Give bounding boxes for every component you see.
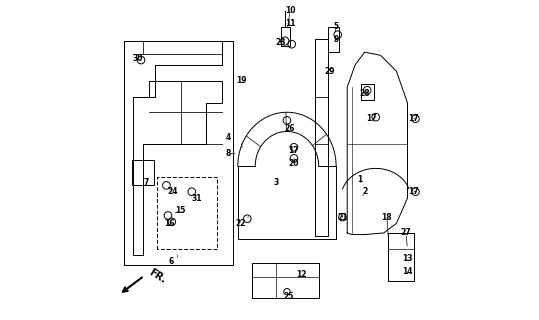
- Text: 23: 23: [275, 38, 286, 47]
- Text: 19: 19: [236, 76, 246, 85]
- Text: 18: 18: [382, 212, 392, 222]
- Text: 2: 2: [362, 187, 367, 196]
- Text: 17: 17: [409, 187, 419, 196]
- Text: 6: 6: [169, 257, 174, 266]
- Text: 5: 5: [334, 22, 338, 31]
- Text: 24: 24: [168, 187, 178, 196]
- Text: 1: 1: [357, 174, 363, 184]
- Text: 11: 11: [285, 19, 295, 28]
- Text: 25: 25: [284, 292, 294, 301]
- Text: 28: 28: [360, 89, 370, 98]
- Text: 20: 20: [288, 159, 299, 168]
- Text: 22: 22: [236, 219, 246, 228]
- Text: 30: 30: [133, 54, 143, 63]
- Text: 4: 4: [226, 133, 231, 142]
- Text: 13: 13: [402, 254, 413, 263]
- Text: 15: 15: [176, 206, 186, 215]
- Text: 3: 3: [273, 178, 279, 187]
- Text: 17: 17: [409, 114, 419, 123]
- Text: 17: 17: [365, 114, 376, 123]
- Text: 14: 14: [402, 267, 413, 276]
- Text: 16: 16: [164, 219, 175, 228]
- Text: FR.: FR.: [147, 267, 168, 285]
- Text: 21: 21: [337, 212, 348, 222]
- Text: 27: 27: [400, 228, 411, 237]
- Text: 12: 12: [296, 270, 307, 279]
- Text: 31: 31: [191, 194, 202, 203]
- Text: 7: 7: [143, 178, 148, 187]
- Text: 17: 17: [288, 146, 299, 155]
- Text: 8: 8: [226, 149, 231, 158]
- Text: 26: 26: [285, 124, 295, 133]
- Text: 29: 29: [324, 67, 335, 76]
- Text: 9: 9: [334, 35, 338, 44]
- Text: 10: 10: [285, 6, 295, 15]
